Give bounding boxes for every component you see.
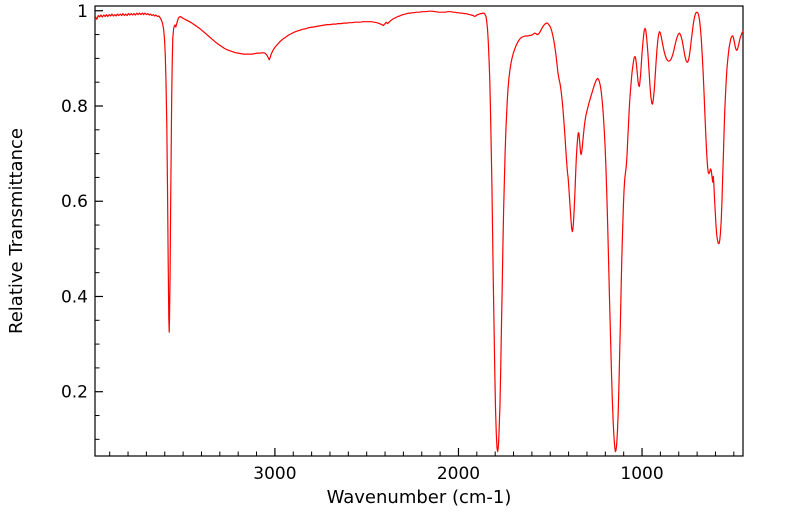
y-tick-labels: 1 0.8 0.6 0.4 0.2 — [61, 2, 88, 403]
plot-border — [94, 5, 744, 457]
x-tick-label: 3000 — [253, 464, 296, 484]
x-major-ticks — [274, 448, 643, 456]
y-tick-label: 0.6 — [61, 192, 88, 212]
x-tick-labels: 3000 2000 1000 — [253, 464, 663, 484]
x-tick-label: 2000 — [437, 464, 480, 484]
y-tick-label: 1 — [77, 2, 88, 22]
x-minor-ticks — [109, 451, 735, 456]
x-tick-label: 1000 — [620, 464, 663, 484]
y-major-ticks — [95, 10, 103, 393]
x-axis-title: Wavenumber (cm-1) — [327, 487, 512, 508]
y-tick-label: 0.2 — [61, 383, 88, 403]
spectrum-line — [94, 10, 744, 453]
y-tick-label: 0.8 — [61, 97, 88, 117]
y-minor-ticks — [95, 34, 100, 440]
y-axis-title: Relative Transmittance — [6, 128, 27, 334]
y-tick-label: 0.4 — [61, 287, 88, 307]
